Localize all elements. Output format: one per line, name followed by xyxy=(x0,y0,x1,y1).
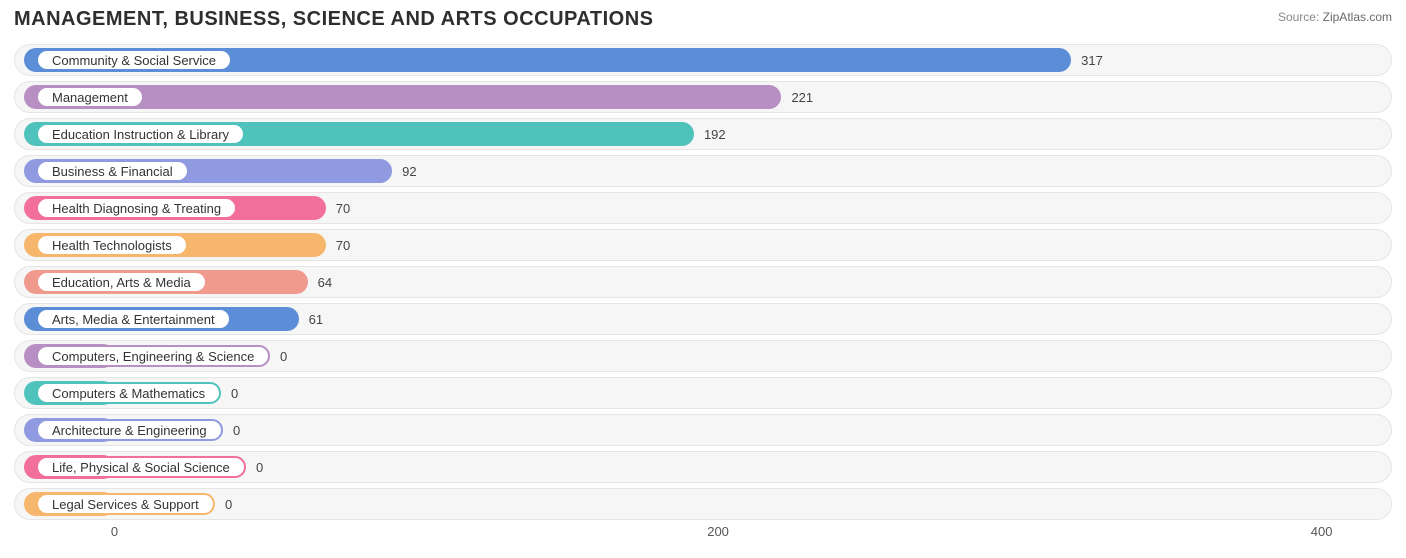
value-label: 61 xyxy=(299,303,323,335)
bar-row: Management 221 xyxy=(14,81,1392,113)
bar-row: Community & Social Service 317 xyxy=(14,44,1392,76)
value-label: 0 xyxy=(270,340,287,372)
value-label: 0 xyxy=(246,451,263,483)
chart-source: Source: ZipAtlas.com xyxy=(1278,10,1392,24)
bar-row: Education Instruction & Library 192 xyxy=(14,118,1392,150)
bar-row: Architecture & Engineering0 xyxy=(14,414,1392,446)
category-pill: Architecture & Engineering xyxy=(36,419,223,441)
value-label: 192 xyxy=(694,118,726,150)
category-pill: Health Diagnosing & Treating xyxy=(36,197,237,219)
value-label: 0 xyxy=(215,488,232,520)
bar-row: Life, Physical & Social Science0 xyxy=(14,451,1392,483)
category-pill: Computers & Mathematics xyxy=(36,382,221,404)
source-label: Source: xyxy=(1278,10,1319,24)
category-pill: Community & Social Service xyxy=(36,49,232,71)
chart-area: Community & Social Service 317 Management 2… xyxy=(14,44,1392,534)
bar-row: Health Diagnosing & Treating 70 xyxy=(14,192,1392,224)
category-pill: Management xyxy=(36,86,144,108)
value-label: 0 xyxy=(223,414,240,446)
value-label: 221 xyxy=(781,81,813,113)
category-pill: Computers, Engineering & Science xyxy=(36,345,270,367)
bar-row: Computers, Engineering & Science0 xyxy=(14,340,1392,372)
value-label: 70 xyxy=(326,229,350,261)
bar-row: Education, Arts & Media 64 xyxy=(14,266,1392,298)
value-label: 317 xyxy=(1071,44,1103,76)
category-pill: Health Technologists xyxy=(36,234,188,256)
x-tick: 0 xyxy=(111,524,118,539)
bar-row: Legal Services & Support0 xyxy=(14,488,1392,520)
category-pill: Business & Financial xyxy=(36,160,189,182)
bar-rows: Community & Social Service 317 Management 2… xyxy=(14,44,1392,520)
chart-title: MANAGEMENT, BUSINESS, SCIENCE AND ARTS O… xyxy=(14,8,653,31)
value-label: 92 xyxy=(392,155,416,187)
bar-row: Arts, Media & Entertainment 61 xyxy=(14,303,1392,335)
x-tick: 400 xyxy=(1311,524,1333,539)
value-label: 64 xyxy=(308,266,332,298)
x-tick: 200 xyxy=(707,524,729,539)
value-label: 70 xyxy=(326,192,350,224)
category-pill: Legal Services & Support xyxy=(36,493,215,515)
bar-row: Business & Financial 92 xyxy=(14,155,1392,187)
value-label: 0 xyxy=(221,377,238,409)
x-axis: 0 200 400 xyxy=(14,524,1392,542)
bar-row: Computers & Mathematics0 xyxy=(14,377,1392,409)
source-name: ZipAtlas.com xyxy=(1323,10,1392,24)
category-pill: Education Instruction & Library xyxy=(36,123,245,145)
category-pill: Arts, Media & Entertainment xyxy=(36,308,231,330)
category-pill: Education, Arts & Media xyxy=(36,271,207,293)
category-pill: Life, Physical & Social Science xyxy=(36,456,246,478)
bar-row: Health Technologists 70 xyxy=(14,229,1392,261)
